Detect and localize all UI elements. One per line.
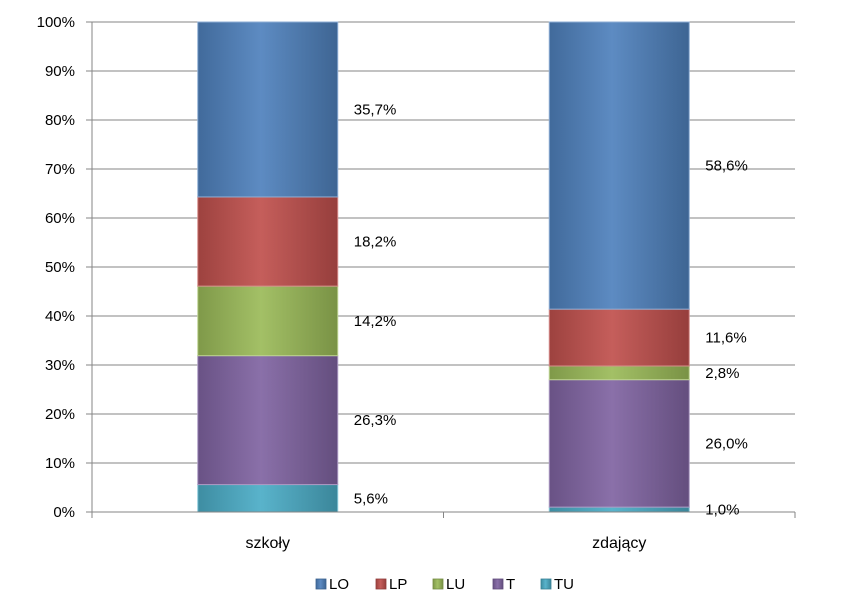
y-tick-label: 30% [45, 357, 75, 374]
data-label-lo: 58,6% [705, 158, 748, 175]
bar-segment-lu-1 [548, 365, 690, 381]
y-tick-label: 100% [37, 14, 75, 31]
y-tick-label: 60% [45, 210, 75, 227]
legend-label-lu: LU [446, 576, 465, 593]
legend-swatch-lu [432, 578, 444, 590]
y-tick-label: 70% [45, 161, 75, 178]
data-label-t: 26,0% [705, 435, 748, 452]
y-tick-label: 0% [53, 504, 75, 521]
data-label-tu: 1,0% [705, 502, 739, 519]
y-tick-label: 10% [45, 455, 75, 472]
data-label-lu: 2,8% [705, 365, 739, 382]
legend: LO LP LU T TU [315, 576, 574, 593]
data-labels: 5,6% 26,3% 14,2% 18,2% 35,7% 1,0% 26,0% 2,8% 11,… [354, 101, 748, 518]
legend-swatch-t [492, 578, 504, 590]
bar-segment-t-1 [548, 379, 690, 508]
y-tick-label: 50% [45, 259, 75, 276]
data-label-lp: 11,6% [705, 330, 746, 347]
legend-label-lo: LO [329, 576, 349, 593]
x-axis-categories: szkoły zdający [246, 535, 647, 552]
legend-swatch-lp [375, 578, 387, 590]
legend-swatch-tu [540, 578, 552, 590]
bar-segment-tu-0 [197, 484, 339, 513]
bar-segment-lu-0 [197, 285, 339, 357]
bar-segment-lp-0 [197, 196, 339, 287]
bar-segment-t-0 [197, 355, 339, 486]
x-category-label: zdający [592, 535, 646, 552]
y-tick-label: 40% [45, 308, 75, 325]
legend-label-t: T [506, 576, 515, 593]
data-label-lu: 14,2% [354, 313, 397, 330]
y-tick-label: 90% [45, 63, 75, 80]
data-label-tu: 5,6% [354, 490, 388, 507]
y-tick-label: 80% [45, 112, 75, 129]
y-axis-ticks: 0% 10% 20% 30% 40% 50% 60% 70% 80% 90% 100% [37, 14, 92, 521]
bar-segment-tu-1 [548, 506, 690, 513]
bar-segment-lp-1 [548, 308, 690, 367]
data-label-lp: 18,2% [354, 234, 397, 251]
bar-segment-lo-1 [548, 21, 690, 310]
data-label-lo: 35,7% [354, 101, 397, 118]
legend-label-lp: LP [389, 576, 407, 593]
y-tick-label: 20% [45, 406, 75, 423]
x-category-label: szkoły [246, 535, 290, 552]
legend-label-tu: TU [554, 576, 574, 593]
axes [91, 22, 796, 518]
data-label-t: 26,3% [354, 412, 397, 429]
bars [197, 21, 690, 513]
bar-segment-lo-0 [197, 21, 339, 198]
legend-swatch-lo [315, 578, 327, 590]
